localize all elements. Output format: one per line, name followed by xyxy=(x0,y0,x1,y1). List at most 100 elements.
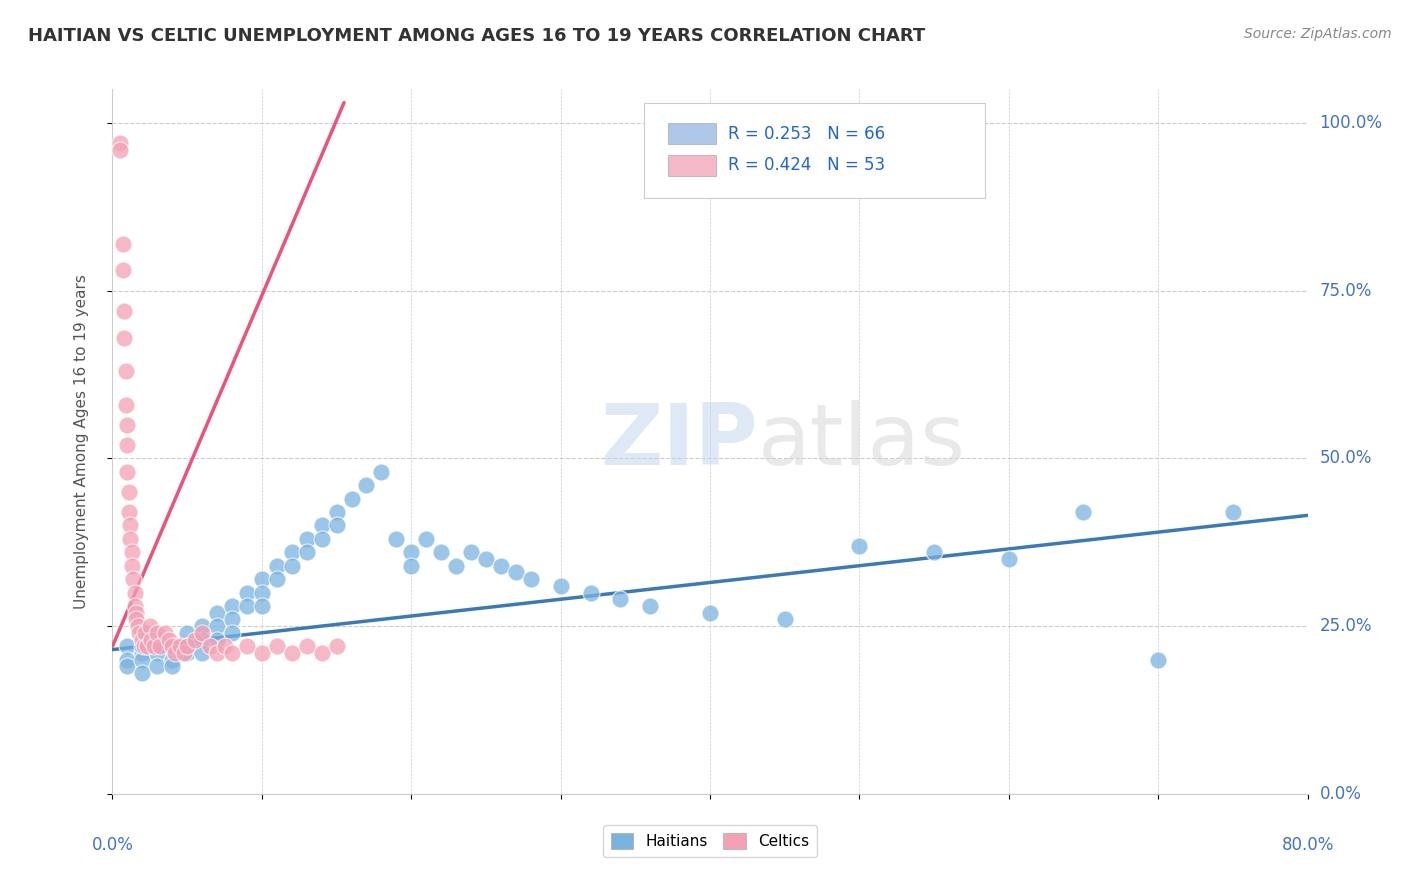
Text: 25.0%: 25.0% xyxy=(1320,617,1372,635)
Text: atlas: atlas xyxy=(758,400,966,483)
Point xyxy=(205,646,228,660)
Point xyxy=(205,619,228,633)
Point xyxy=(922,545,945,559)
Point xyxy=(198,639,221,653)
Point xyxy=(579,585,602,599)
Point xyxy=(131,646,153,660)
Point xyxy=(460,545,482,559)
Text: HAITIAN VS CELTIC UNEMPLOYMENT AMONG AGES 16 TO 19 YEARS CORRELATION CHART: HAITIAN VS CELTIC UNEMPLOYMENT AMONG AGE… xyxy=(28,27,925,45)
Point xyxy=(311,518,333,533)
Point xyxy=(205,606,228,620)
Point xyxy=(520,572,543,586)
Point xyxy=(165,646,187,660)
Text: ZIP: ZIP xyxy=(600,400,758,483)
Point xyxy=(146,646,169,660)
Y-axis label: Unemployment Among Ages 16 to 19 years: Unemployment Among Ages 16 to 19 years xyxy=(75,274,89,609)
Point xyxy=(221,646,243,660)
Point xyxy=(640,599,662,613)
Point xyxy=(125,612,148,626)
Point xyxy=(111,236,134,251)
Point xyxy=(221,625,243,640)
Point xyxy=(998,552,1021,566)
Point xyxy=(311,532,333,546)
Point xyxy=(191,619,214,633)
Point xyxy=(191,625,214,640)
Text: R = 0.424   N = 53: R = 0.424 N = 53 xyxy=(728,156,886,174)
Point xyxy=(176,639,198,653)
Point xyxy=(250,572,273,586)
Point xyxy=(117,417,139,432)
Point xyxy=(848,539,870,553)
Point xyxy=(117,465,139,479)
Text: 50.0%: 50.0% xyxy=(1320,450,1372,467)
Point xyxy=(236,599,259,613)
Point xyxy=(121,558,143,573)
Point xyxy=(125,606,148,620)
Point xyxy=(122,572,145,586)
Point xyxy=(176,625,198,640)
Point xyxy=(173,646,195,660)
Point xyxy=(162,639,183,653)
Point xyxy=(121,545,143,559)
Point xyxy=(311,646,333,660)
Text: 0.0%: 0.0% xyxy=(91,836,134,855)
Point xyxy=(108,143,131,157)
Point xyxy=(176,639,198,653)
Point xyxy=(124,599,146,613)
Point xyxy=(115,364,138,378)
Point xyxy=(221,612,243,626)
Point xyxy=(120,518,142,533)
Point xyxy=(295,545,318,559)
Text: Source: ZipAtlas.com: Source: ZipAtlas.com xyxy=(1244,27,1392,41)
Point xyxy=(131,639,153,653)
Point xyxy=(475,552,498,566)
FancyBboxPatch shape xyxy=(668,154,716,176)
Text: 75.0%: 75.0% xyxy=(1320,282,1372,300)
Point xyxy=(146,632,169,647)
Point xyxy=(266,572,288,586)
Point xyxy=(609,592,631,607)
Point xyxy=(143,639,166,653)
Point xyxy=(139,619,162,633)
Point xyxy=(191,632,214,647)
Text: 100.0%: 100.0% xyxy=(1320,114,1382,132)
Point xyxy=(1222,505,1244,519)
Point xyxy=(325,518,347,533)
Point xyxy=(325,639,347,653)
Point xyxy=(550,579,572,593)
Point xyxy=(132,639,155,653)
Point xyxy=(128,625,150,640)
Point xyxy=(1147,653,1170,667)
Point xyxy=(183,632,205,647)
Point xyxy=(325,505,347,519)
Point xyxy=(117,639,139,653)
Point xyxy=(115,398,138,412)
Point xyxy=(117,438,139,452)
Point xyxy=(114,303,135,318)
Point xyxy=(356,478,378,492)
Point xyxy=(444,558,467,573)
Point xyxy=(146,659,169,673)
Point xyxy=(370,465,392,479)
Point xyxy=(266,558,288,573)
Text: 0.0%: 0.0% xyxy=(1320,785,1361,803)
Point xyxy=(118,505,141,519)
Point xyxy=(266,639,288,653)
Point xyxy=(117,659,139,673)
Point xyxy=(131,653,153,667)
Point xyxy=(250,585,273,599)
Point xyxy=(162,639,183,653)
Point xyxy=(114,330,135,344)
Point xyxy=(430,545,453,559)
Point xyxy=(773,612,796,626)
Point xyxy=(141,632,163,647)
Point xyxy=(135,639,157,653)
FancyBboxPatch shape xyxy=(668,123,716,145)
Point xyxy=(401,558,423,573)
Point xyxy=(124,585,146,599)
Point xyxy=(281,558,304,573)
Point xyxy=(134,625,156,640)
Point xyxy=(221,599,243,613)
Point xyxy=(162,653,183,667)
Point xyxy=(127,619,149,633)
